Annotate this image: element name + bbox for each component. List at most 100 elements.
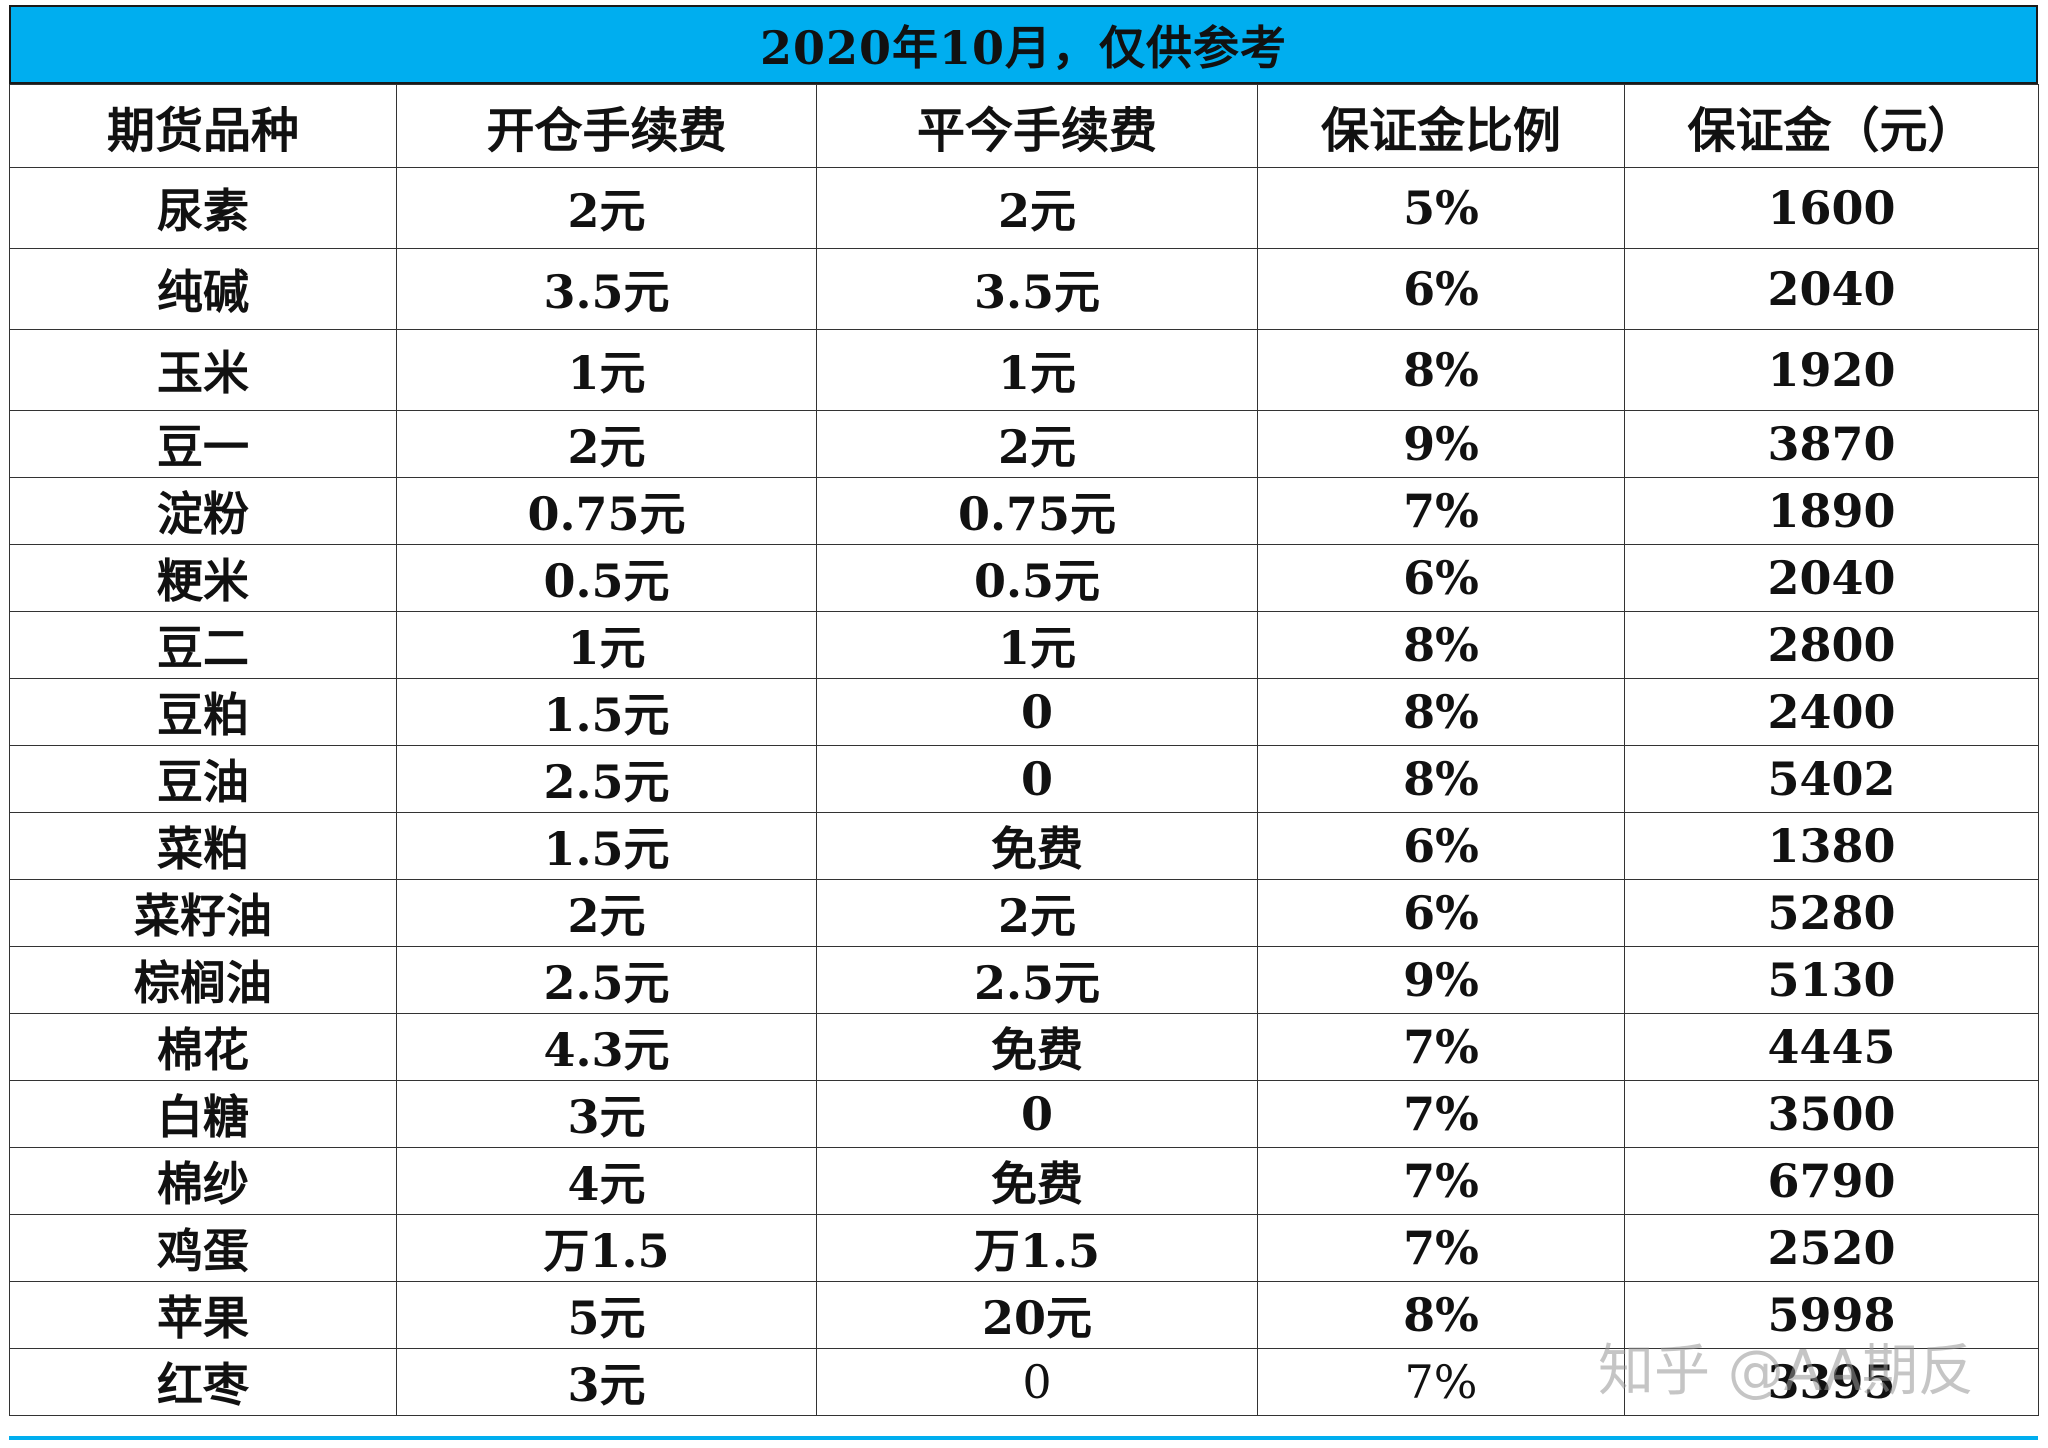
header-row: 期货品种 开仓手续费 平今手续费 保证金比例 保证金（元） <box>9 84 2039 168</box>
cell-open-fee: 4元 <box>396 1147 817 1215</box>
cell-open-fee: 0.75元 <box>396 477 817 545</box>
table-row: 豆二 1元 1元 8% 2800 <box>9 611 2039 679</box>
cell-margin-amount: 2800 <box>1624 611 2039 679</box>
cell-margin-ratio: 7% <box>1257 1080 1625 1148</box>
cell-close-today-fee: 1元 <box>816 611 1258 679</box>
cell-margin-amount: 2520 <box>1624 1214 2039 1282</box>
cell-variety: 菜粕 <box>9 812 397 880</box>
cell-close-today-fee: 20元 <box>816 1281 1258 1349</box>
cell-variety: 菜籽油 <box>9 879 397 947</box>
cell-open-fee: 3.5元 <box>396 248 817 330</box>
cell-open-fee: 2.5元 <box>396 946 817 1014</box>
cell-margin-amount: 4445 <box>1624 1013 2039 1081</box>
cell-close-today-fee: 0 <box>816 1080 1258 1148</box>
cell-open-fee: 2.5元 <box>396 745 817 813</box>
cell-margin-amount: 5998 <box>1624 1281 2039 1349</box>
cell-variety: 棉纱 <box>9 1147 397 1215</box>
cell-margin-amount: 5130 <box>1624 946 2039 1014</box>
cell-close-today-fee: 免费 <box>816 1147 1258 1215</box>
table-row: 鸡蛋 万1.5 万1.5 7% 2520 <box>9 1214 2039 1282</box>
cell-margin-ratio: 8% <box>1257 329 1625 411</box>
header-variety: 期货品种 <box>9 84 397 168</box>
cell-open-fee: 5元 <box>396 1281 817 1349</box>
table-row: 棉纱 4元 免费 7% 6790 <box>9 1147 2039 1215</box>
table-row: 苹果 5元 20元 8% 5998 <box>9 1281 2039 1349</box>
cell-open-fee: 万1.5 <box>396 1214 817 1282</box>
table-title: 2020年10月，仅供参考 <box>9 5 2038 84</box>
cell-margin-amount: 1920 <box>1624 329 2039 411</box>
cell-close-today-fee: 1元 <box>816 329 1258 411</box>
table-row: 尿素 2元 2元 5% 1600 <box>9 167 2039 249</box>
cell-margin-amount: 5402 <box>1624 745 2039 813</box>
cell-open-fee: 1.5元 <box>396 812 817 880</box>
cell-variety: 鸡蛋 <box>9 1214 397 1282</box>
cell-close-today-fee: 万1.5 <box>816 1214 1258 1282</box>
table-row: 棕榈油 2.5元 2.5元 9% 5130 <box>9 946 2039 1014</box>
cell-margin-ratio: 6% <box>1257 812 1625 880</box>
table-row: 豆一 2元 2元 9% 3870 <box>9 410 2039 478</box>
cell-margin-ratio: 5% <box>1257 167 1625 249</box>
bottom-edge-line <box>9 1436 2038 1440</box>
cell-close-today-fee: 0 <box>816 745 1258 813</box>
cell-variety: 豆粕 <box>9 678 397 746</box>
cell-variety: 淀粉 <box>9 477 397 545</box>
cell-close-today-fee: 免费 <box>816 812 1258 880</box>
cell-variety: 豆二 <box>9 611 397 679</box>
cell-margin-amount: 1890 <box>1624 477 2039 545</box>
cell-margin-amount: 3500 <box>1624 1080 2039 1148</box>
table-row: 淀粉 0.75元 0.75元 7% 1890 <box>9 477 2039 545</box>
cell-margin-amount: 3395 <box>1624 1348 2039 1416</box>
cell-variety: 尿素 <box>9 167 397 249</box>
cell-open-fee: 1.5元 <box>396 678 817 746</box>
header-close-today-fee: 平今手续费 <box>816 84 1258 168</box>
cell-margin-ratio: 8% <box>1257 1281 1625 1349</box>
cell-margin-amount: 1600 <box>1624 167 2039 249</box>
table-row: 白糖 3元 0 7% 3500 <box>9 1080 2039 1148</box>
cell-variety: 白糖 <box>9 1080 397 1148</box>
cell-margin-ratio: 6% <box>1257 879 1625 947</box>
cell-close-today-fee: 2.5元 <box>816 946 1258 1014</box>
cell-close-today-fee: 0 <box>816 678 1258 746</box>
cell-variety: 苹果 <box>9 1281 397 1349</box>
cell-open-fee: 1元 <box>396 611 817 679</box>
cell-close-today-fee: 2元 <box>816 167 1258 249</box>
cell-open-fee: 4.3元 <box>396 1013 817 1081</box>
cell-margin-ratio: 9% <box>1257 410 1625 478</box>
cell-open-fee: 1元 <box>396 329 817 411</box>
cell-margin-ratio: 8% <box>1257 745 1625 813</box>
table-row: 菜粕 1.5元 免费 6% 1380 <box>9 812 2039 880</box>
cell-margin-amount: 2040 <box>1624 544 2039 612</box>
cell-margin-ratio: 6% <box>1257 248 1625 330</box>
cell-margin-amount: 5280 <box>1624 879 2039 947</box>
cell-variety: 棉花 <box>9 1013 397 1081</box>
cell-variety: 粳米 <box>9 544 397 612</box>
cell-margin-ratio: 7% <box>1257 1013 1625 1081</box>
cell-open-fee: 3元 <box>396 1080 817 1148</box>
cell-open-fee: 3元 <box>396 1348 817 1416</box>
cell-close-today-fee: 0.5元 <box>816 544 1258 612</box>
futures-fee-table: 期货品种 开仓手续费 平今手续费 保证金比例 保证金（元） 尿素 2元 2元 5… <box>9 84 2039 1416</box>
cell-margin-amount: 2040 <box>1624 248 2039 330</box>
cell-variety: 玉米 <box>9 329 397 411</box>
cell-margin-ratio: 8% <box>1257 678 1625 746</box>
cell-close-today-fee: 免费 <box>816 1013 1258 1081</box>
table-row: 红枣 3元 0 7% 3395 <box>9 1348 2039 1416</box>
cell-close-today-fee: 3.5元 <box>816 248 1258 330</box>
cell-variety: 红枣 <box>9 1348 397 1416</box>
cell-margin-ratio: 7% <box>1257 1214 1625 1282</box>
cell-margin-ratio: 6% <box>1257 544 1625 612</box>
header-open-fee: 开仓手续费 <box>396 84 817 168</box>
cell-margin-ratio: 7% <box>1257 1348 1625 1416</box>
cell-close-today-fee: 2元 <box>816 410 1258 478</box>
cell-open-fee: 0.5元 <box>396 544 817 612</box>
table-row: 菜籽油 2元 2元 6% 5280 <box>9 879 2039 947</box>
cell-margin-amount: 2400 <box>1624 678 2039 746</box>
cell-close-today-fee: 0.75元 <box>816 477 1258 545</box>
cell-close-today-fee: 2元 <box>816 879 1258 947</box>
cell-variety: 豆油 <box>9 745 397 813</box>
table-row: 玉米 1元 1元 8% 1920 <box>9 329 2039 411</box>
table-row: 豆粕 1.5元 0 8% 2400 <box>9 678 2039 746</box>
table-row: 粳米 0.5元 0.5元 6% 2040 <box>9 544 2039 612</box>
cell-variety: 棕榈油 <box>9 946 397 1014</box>
cell-margin-amount: 1380 <box>1624 812 2039 880</box>
